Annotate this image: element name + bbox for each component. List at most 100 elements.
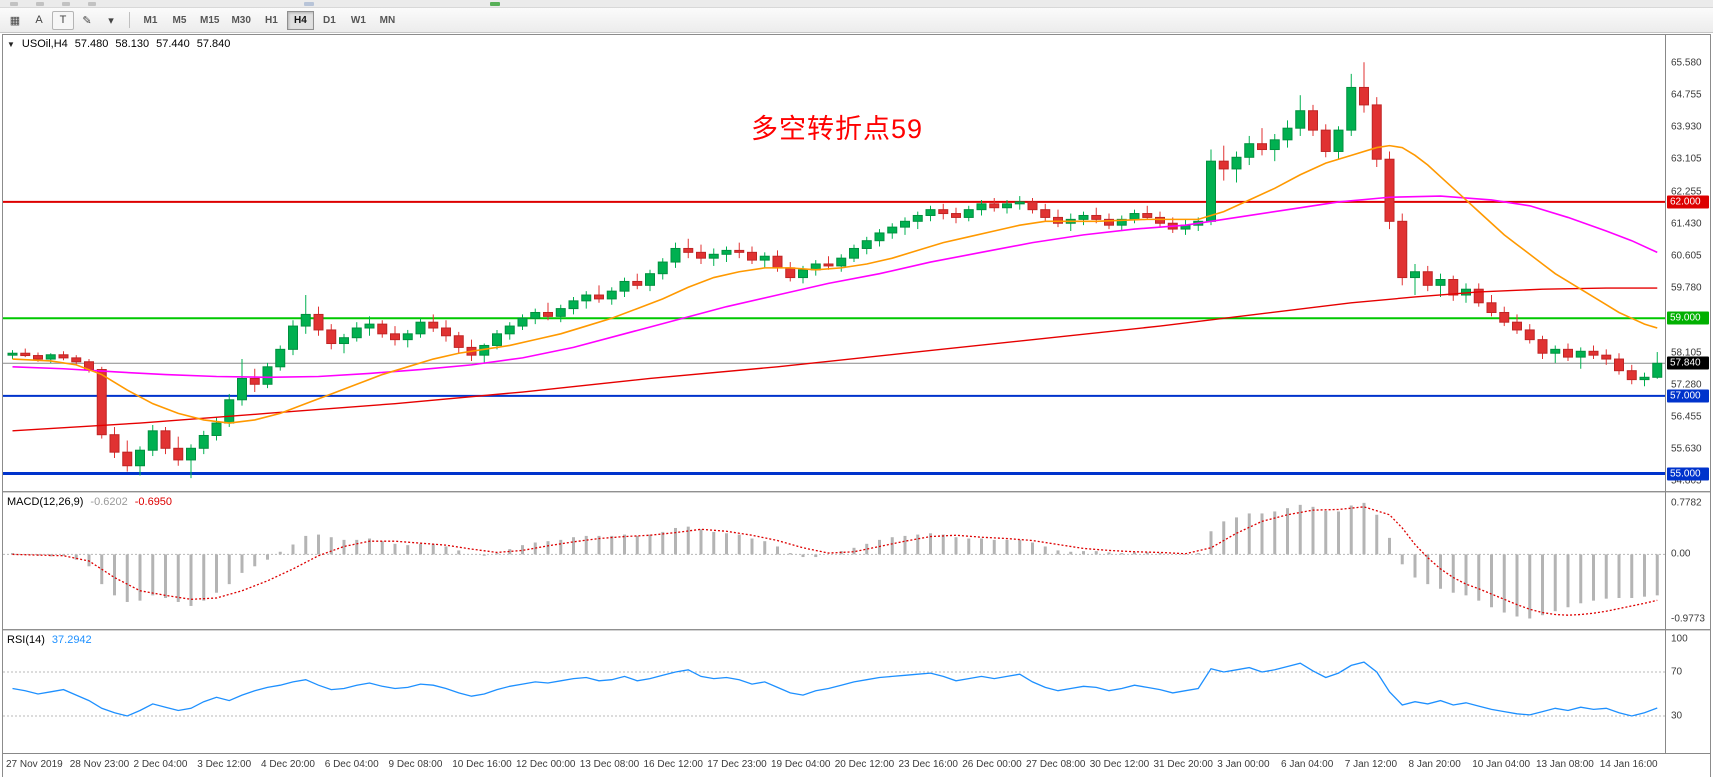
text-label-icon[interactable]: T (52, 10, 74, 30)
price-tick-label: 64.755 (1671, 89, 1702, 101)
horizontal-lines-layer (3, 200, 1665, 476)
macd-tick-label: -0.9773 (1671, 613, 1705, 625)
dropdown-arrow-icon[interactable]: ▾ (100, 11, 122, 30)
high-value: 58.130 (115, 38, 150, 50)
drawing-tools-group: ▦ A T ✎ ▾ (4, 10, 122, 30)
clipped-icon-fragment (304, 2, 314, 6)
time-tick-label: 10 Jan 04:00 (1472, 759, 1531, 770)
pane-splitter[interactable] (3, 629, 1710, 631)
candles-layer (7, 62, 1663, 479)
timeframe-button-d1[interactable]: D1 (316, 11, 343, 30)
price-line-badge: 55.000 (1667, 467, 1709, 480)
charts-toolbar: ▦ A T ✎ ▾ M1 M5 M15 M30 H1 H4 D1 W1 MN (0, 8, 1713, 33)
toolbar-separator (129, 12, 130, 28)
time-tick-label: 4 Dec 20:00 (261, 759, 315, 770)
time-tick-label: 26 Dec 00:00 (962, 759, 1022, 770)
time-tick-label: 17 Dec 23:00 (707, 759, 767, 770)
price-axis: 65.580 64.755 63.930 63.105 62.255 61.430 60.6… (1666, 35, 1710, 491)
timeframe-button-h1[interactable]: H1 (258, 11, 285, 30)
macd-pane[interactable] (3, 493, 1665, 629)
rsi-tick-label: 30 (1671, 710, 1683, 722)
rsi-value: 37.2942 (51, 634, 92, 646)
macd-axis: 0.7782 0.00 -0.9773 (1666, 493, 1710, 629)
macd-signal-line (12, 506, 1658, 616)
time-tick-label: 13 Dec 08:00 (579, 759, 640, 770)
price-line-badge: 57.000 (1667, 389, 1709, 403)
moving-average-line (12, 144, 1658, 424)
price-chart-pane[interactable] (3, 35, 1665, 491)
symbol-ohlc-readout: ▼ USOil,H4 57.480 58.130 57.440 57.840 (7, 38, 230, 50)
price-tick-label: 59.780 (1671, 282, 1702, 294)
close-value: 57.840 (196, 38, 231, 50)
price-tick-label: 63.930 (1671, 121, 1702, 133)
time-tick-label: 8 Jan 20:00 (1408, 759, 1461, 770)
collapse-chart-icon[interactable]: ▼ (7, 39, 15, 49)
time-tick-label: 12 Dec 00:00 (516, 759, 576, 770)
time-tick-label: 14 Jan 16:00 (1599, 759, 1658, 770)
time-tick-label: 3 Jan 00:00 (1217, 759, 1270, 770)
price-tick-label: 61.430 (1671, 218, 1702, 230)
time-tick-label: 30 Dec 12:00 (1089, 759, 1150, 770)
clipped-toolbar-strip (0, 0, 1713, 8)
rsi-axis: 100 70 30 (1666, 631, 1710, 753)
time-tick-label: 31 Dec 20:00 (1153, 759, 1214, 770)
time-axis: 27 Nov 2019 28 Nov 23:00 2 Dec 04:00 3 Dec … (3, 753, 1710, 777)
macd-indicator-label: MACD(12,26,9) -0.6202 -0.6950 (7, 496, 172, 508)
chart-grid-icon[interactable]: ▦ (4, 11, 26, 30)
clipped-icon-fragment (490, 2, 500, 6)
time-tick-label: 16 Dec 12:00 (643, 759, 704, 770)
pane-splitter[interactable] (3, 491, 1710, 493)
drawing-tools-icon[interactable]: ✎ (76, 11, 98, 30)
macd-histogram-layer (11, 502, 1659, 619)
time-tick-label: 23 Dec 16:00 (898, 759, 959, 770)
moving-average-line (12, 195, 1658, 379)
price-tick-label: 57.280 (1671, 379, 1702, 391)
time-tick-label: 3 Dec 12:00 (197, 759, 252, 770)
low-value: 57.440 (156, 38, 190, 50)
timeframe-button-w1[interactable]: W1 (345, 11, 372, 30)
time-tick-label: 27 Dec 08:00 (1026, 759, 1086, 770)
timeframe-button-m30[interactable]: M30 (226, 11, 255, 30)
time-tick-label: 28 Nov 23:00 (69, 759, 130, 770)
rsi-line (12, 661, 1658, 717)
rsi-pane[interactable] (3, 631, 1665, 753)
price-tick-label: 56.455 (1671, 411, 1702, 423)
timeframe-button-h4[interactable]: H4 (286, 10, 314, 30)
time-tick-label: 2 Dec 04:00 (133, 759, 188, 770)
macd-tick-label: 0.7782 (1671, 497, 1702, 509)
time-tick-label: 9 Dec 08:00 (388, 759, 443, 770)
price-tick-label: 58.105 (1671, 347, 1702, 359)
rsi-tick-label: 100 (1671, 633, 1688, 645)
timeframe-button-mn[interactable]: MN (374, 11, 401, 30)
open-value: 57.480 (74, 38, 109, 50)
timeframe-button-m15[interactable]: M15 (195, 11, 224, 30)
price-tick-label: 62.255 (1671, 186, 1702, 198)
macd-signal-value: -0.6950 (134, 496, 173, 508)
text-annotation-icon[interactable]: A (28, 11, 50, 30)
time-tick-label: 6 Dec 04:00 (324, 759, 379, 770)
clipped-icon-fragment (10, 2, 18, 6)
macd-tick-label: 0.00 (1671, 548, 1691, 560)
axis-separator-line (1665, 35, 1666, 753)
price-line-badge: 57.840 (1667, 356, 1709, 370)
price-line-badge: 62.000 (1667, 195, 1709, 209)
price-line-badge: 59.000 (1667, 311, 1709, 325)
timeframe-button-m1[interactable]: M1 (137, 11, 164, 30)
price-tick-label: 65.580 (1671, 57, 1702, 69)
macd-main-value: -0.6202 (90, 496, 128, 508)
clipped-icon-fragment (88, 2, 96, 6)
clipped-icon-fragment (36, 2, 44, 6)
price-tick-label: 54.805 (1671, 475, 1702, 487)
time-tick-label: 6 Jan 04:00 (1281, 759, 1334, 770)
time-tick-label: 27 Nov 2019 (6, 759, 63, 770)
timeframe-button-m5[interactable]: M5 (166, 11, 193, 30)
moving-average-line (12, 287, 1658, 432)
chart-window[interactable]: ▼ USOil,H4 57.480 58.130 57.440 57.840 多… (2, 34, 1711, 777)
time-tick-label: 10 Dec 16:00 (452, 759, 512, 770)
rsi-indicator-label: RSI(14) 37.2942 (7, 634, 92, 646)
symbol-label: USOil,H4 (21, 38, 68, 50)
time-tick-label: 20 Dec 12:00 (834, 759, 895, 770)
time-tick-label: 13 Jan 08:00 (1536, 759, 1594, 770)
chart-annotation-text: 多空转折点59 (751, 114, 924, 144)
time-tick-label: 19 Dec 04:00 (771, 759, 831, 770)
